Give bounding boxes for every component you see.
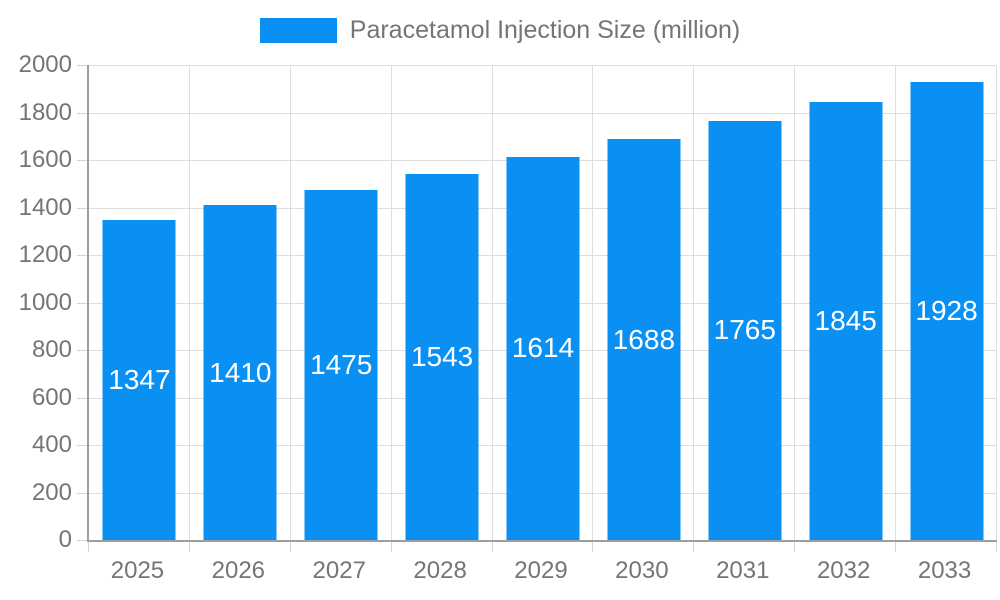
bar-value-label: 1543 <box>410 340 474 372</box>
y-tick-label: 1400 <box>18 193 72 221</box>
x-axis-tick <box>390 542 392 552</box>
bar[interactable]: 1928 <box>910 82 984 540</box>
v-gridline <box>794 65 796 540</box>
x-tick-label: 2025 <box>110 557 165 584</box>
x-axis-tick <box>88 542 89 552</box>
y-tick-label: 1800 <box>18 98 72 126</box>
y-axis-tick <box>77 397 87 399</box>
bar-value-label: 1928 <box>915 295 978 327</box>
y-axis-tick <box>77 112 87 114</box>
x-axis-tick <box>289 542 291 552</box>
bar-value-label: 1347 <box>108 364 171 396</box>
y-tick-label: 1600 <box>18 146 72 173</box>
x-tick-label: 2031 <box>716 557 770 584</box>
x-axis-tick <box>592 542 594 552</box>
legend-label: Paracetamol Injection Size (million) <box>349 16 741 44</box>
y-axis-tick <box>77 445 87 446</box>
legend-swatch-icon <box>259 18 337 43</box>
bar-value-label: 1765 <box>713 314 776 346</box>
y-tick-label: 600 <box>31 383 72 411</box>
bar[interactable]: 1845 <box>809 101 883 540</box>
x-tick-label: 2029 <box>514 557 568 584</box>
x-tick-label: 2032 <box>816 557 871 584</box>
y-axis-tick <box>77 302 87 304</box>
v-gridline <box>188 65 190 540</box>
y-tick-label: 400 <box>31 431 72 458</box>
v-gridline <box>491 65 493 540</box>
v-gridline <box>693 65 695 540</box>
bar-value-label: 1475 <box>310 348 373 380</box>
y-tick-label: 800 <box>31 336 72 363</box>
bar[interactable]: 1543 <box>405 173 479 540</box>
x-axis-tick <box>794 542 796 552</box>
plot-area: 1347 1410 1475 1543 1614 1688 1765 1845 1928 <box>77 65 997 552</box>
x-tick-label: 2030 <box>615 557 669 584</box>
y-axis-tick <box>77 207 87 209</box>
bar[interactable]: 1475 <box>304 189 378 540</box>
bar-value-label: 1410 <box>209 356 272 388</box>
v-gridline <box>895 65 897 540</box>
x-axis-tick <box>491 542 493 552</box>
y-tick-label: 1200 <box>18 241 72 268</box>
x-tick-label: 2033 <box>917 557 972 584</box>
y-axis-tick <box>77 255 87 256</box>
v-gridline <box>289 65 291 540</box>
x-axis-tick <box>188 542 190 552</box>
h-gridline <box>89 65 997 66</box>
bar-value-label: 1688 <box>612 323 676 355</box>
x-axis-tick <box>895 542 897 552</box>
bar-value-label: 1614 <box>511 332 575 364</box>
x-axis-tick <box>693 542 695 552</box>
y-axis-tick <box>77 65 87 66</box>
v-gridline <box>996 65 997 540</box>
v-gridline <box>592 65 594 540</box>
bar-value-label: 1845 <box>814 304 877 336</box>
x-tick-label: 2027 <box>312 557 366 584</box>
y-axis-tick <box>77 492 87 494</box>
bar[interactable]: 1765 <box>708 120 782 540</box>
y-axis-tick <box>77 350 87 351</box>
y-axis-tick <box>77 540 87 541</box>
bar[interactable]: 1614 <box>506 156 580 540</box>
bar[interactable]: 1688 <box>607 139 681 540</box>
y-tick-label: 1000 <box>18 288 72 316</box>
x-tick-label: 2028 <box>413 557 467 584</box>
v-gridline <box>390 65 392 540</box>
x-tick-label: 2026 <box>211 557 266 584</box>
y-tick-label: 2000 <box>18 51 72 78</box>
y-axis-tick <box>77 160 87 161</box>
y-tick-label: 200 <box>31 478 72 506</box>
x-axis-tick <box>996 542 997 552</box>
h-gridline <box>89 112 997 114</box>
bar[interactable]: 1347 <box>102 220 176 540</box>
bar[interactable]: 1410 <box>203 205 277 540</box>
legend[interactable]: Paracetamol Injection Size (million) <box>0 16 1000 45</box>
y-tick-label: 0 <box>58 526 72 553</box>
